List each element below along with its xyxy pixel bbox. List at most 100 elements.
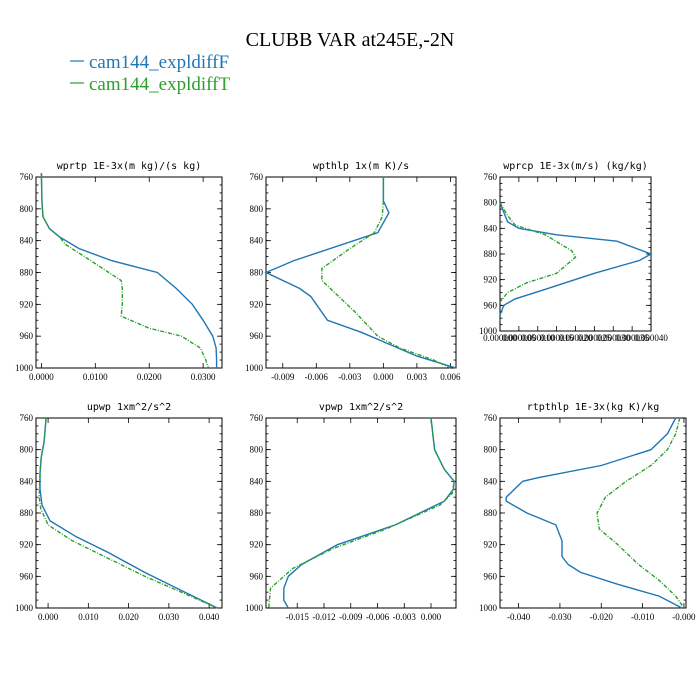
ytick-label: 960 — [250, 571, 264, 581]
panel-3-series-0 — [39, 417, 218, 609]
panel-2: wprcp 1E-3x(m/s) (kg/kg) 760 800 840 880 920 9… — [479, 161, 668, 343]
figure-title: CLUBB VAR at245E,-2N — [246, 29, 455, 51]
panel-0-series-0 — [40, 172, 218, 368]
xtick-label: 0.000 — [373, 372, 394, 382]
ytick-label: 880 — [250, 508, 264, 518]
ytick-label: 840 — [20, 236, 34, 246]
ytick-label: 840 — [484, 476, 498, 486]
panels: wprtp 1E-3x(m kg)/(s kg) 760 800 840 880 920 9… — [15, 161, 696, 622]
legend-label-0: cam144_expldiffF — [89, 52, 229, 73]
ytick-label: 760 — [484, 172, 498, 182]
xtick-label: -0.010 — [631, 612, 655, 622]
ytick-label: 800 — [20, 445, 34, 455]
xtick-label: 0.000005 — [502, 333, 536, 343]
xtick-label: 0.000 — [421, 612, 442, 622]
ytick-label: 1000 — [479, 603, 498, 613]
panel-3: upwp 1xm^2/s^2 760 800 840 880 920 960 1000 0.00… — [15, 402, 223, 622]
panel-5-series-1 — [596, 417, 685, 609]
ytick-label: 760 — [20, 413, 34, 423]
panel-0: wprtp 1E-3x(m kg)/(s kg) 760 800 840 880 920 9… — [15, 161, 223, 382]
ytick-label: 1000 — [245, 603, 264, 613]
panel-3-series-1 — [38, 417, 218, 609]
xtick-label: -0.020 — [590, 612, 614, 622]
panel-3-title: upwp 1xm^2/s^2 — [87, 402, 171, 413]
xtick-label: 0.0200 — [137, 372, 162, 382]
panel-0-series-1 — [40, 172, 210, 369]
ytick-label: 800 — [250, 445, 264, 455]
ytick-label: 920 — [484, 275, 498, 285]
ytick-label: 800 — [484, 445, 498, 455]
xtick-label: -0.003 — [393, 612, 417, 622]
ytick-label: 960 — [250, 331, 264, 341]
xtick-label: 0.040 — [199, 612, 220, 622]
ytick-label: 760 — [484, 413, 498, 423]
xtick-label: -0.012 — [312, 612, 335, 622]
ytick-label: 760 — [250, 413, 264, 423]
panel-1: wpthlp 1x(m K)/s 760 800 840 880 920 960 1000 -0… — [245, 161, 461, 382]
ytick-label: 840 — [250, 476, 264, 486]
ytick-label: 840 — [20, 476, 34, 486]
ytick-label: 960 — [20, 331, 34, 341]
panel-4-series-1 — [268, 417, 455, 609]
xtick-label: 0.000035 — [615, 333, 649, 343]
panel-0-title: wprtp 1E-3x(m kg)/(s kg) — [57, 161, 202, 172]
ytick-label: 920 — [20, 540, 34, 550]
ytick-label: 920 — [20, 299, 34, 309]
xtick-label: 0.0100 — [83, 372, 108, 382]
ytick-label: 880 — [484, 249, 498, 259]
legend-label-1: cam144_expldiffT — [89, 74, 230, 95]
xtick-label: 0.030 — [159, 612, 180, 622]
xtick-label: 0.003 — [407, 372, 428, 382]
panel-2-series-0 — [499, 202, 653, 316]
ytick-label: 760 — [250, 172, 264, 182]
xtick-label: 0.000025 — [578, 333, 612, 343]
ytick-label: 920 — [484, 540, 498, 550]
ytick-label: 1000 — [245, 363, 264, 373]
xtick-label: -0.040 — [507, 612, 531, 622]
xtick-label: 0.000000 — [483, 333, 517, 343]
panel-2-frame — [499, 176, 652, 332]
xtick-label: 0.010 — [78, 612, 99, 622]
ytick-label: 800 — [250, 204, 264, 214]
ytick-label: 920 — [250, 540, 264, 550]
ytick-label: 1000 — [15, 363, 34, 373]
panel-2-title: wprcp 1E-3x(m/s) (kg/kg) — [503, 161, 648, 172]
panel-1-series-0 — [264, 177, 457, 369]
xtick-label: 0.000 — [38, 612, 59, 622]
panel-4-frame — [265, 417, 457, 609]
ytick-label: 1000 — [479, 326, 498, 336]
ytick-label: 920 — [250, 299, 264, 309]
panel-5-title: rtpthlp 1E-3x(kg K)/kg — [527, 402, 659, 413]
xtick-label: 0.0300 — [191, 372, 216, 382]
ytick-label: 960 — [484, 300, 498, 310]
ytick-label: 880 — [250, 268, 264, 278]
panel-3-frame — [35, 417, 223, 609]
ytick-label: 800 — [484, 198, 498, 208]
panel-4-title: vpwp 1xm^2/s^2 — [319, 402, 403, 413]
panel-1-title: wpthlp 1x(m K)/s — [313, 161, 409, 172]
ytick-label: 960 — [484, 571, 498, 581]
xtick-label: -0.015 — [286, 612, 310, 622]
panel-5: rtpthlp 1E-3x(kg K)/kg 760 800 840 880 920 960… — [479, 402, 696, 622]
panel-0-frame — [35, 176, 223, 369]
panel-2-series-1 — [499, 202, 577, 303]
legend: cam144_expldiffF cam144_expldiffT — [70, 52, 230, 95]
ytick-label: 760 — [20, 172, 34, 182]
panel-4: vpwp 1xm^2/s^2 760 800 840 880 920 960 1000 -0.0… — [245, 402, 457, 622]
panel-1-frame — [265, 176, 457, 369]
xtick-label: 0.000040 — [634, 333, 668, 343]
xtick-label: -0.030 — [548, 612, 572, 622]
ytick-label: 960 — [20, 571, 34, 581]
xtick-label: -0.000 — [672, 612, 696, 622]
xtick-label: 0.006 — [440, 372, 461, 382]
xtick-label: -0.006 — [366, 612, 390, 622]
xtick-label: -0.009 — [339, 612, 363, 622]
xtick-label: -0.006 — [305, 372, 329, 382]
ytick-label: 880 — [484, 508, 498, 518]
xtick-label: -0.009 — [271, 372, 295, 382]
xtick-label: 0.000030 — [596, 333, 630, 343]
ytick-label: 880 — [20, 508, 34, 518]
xtick-label: 0.000010 — [521, 333, 555, 343]
ytick-label: 840 — [484, 223, 498, 233]
